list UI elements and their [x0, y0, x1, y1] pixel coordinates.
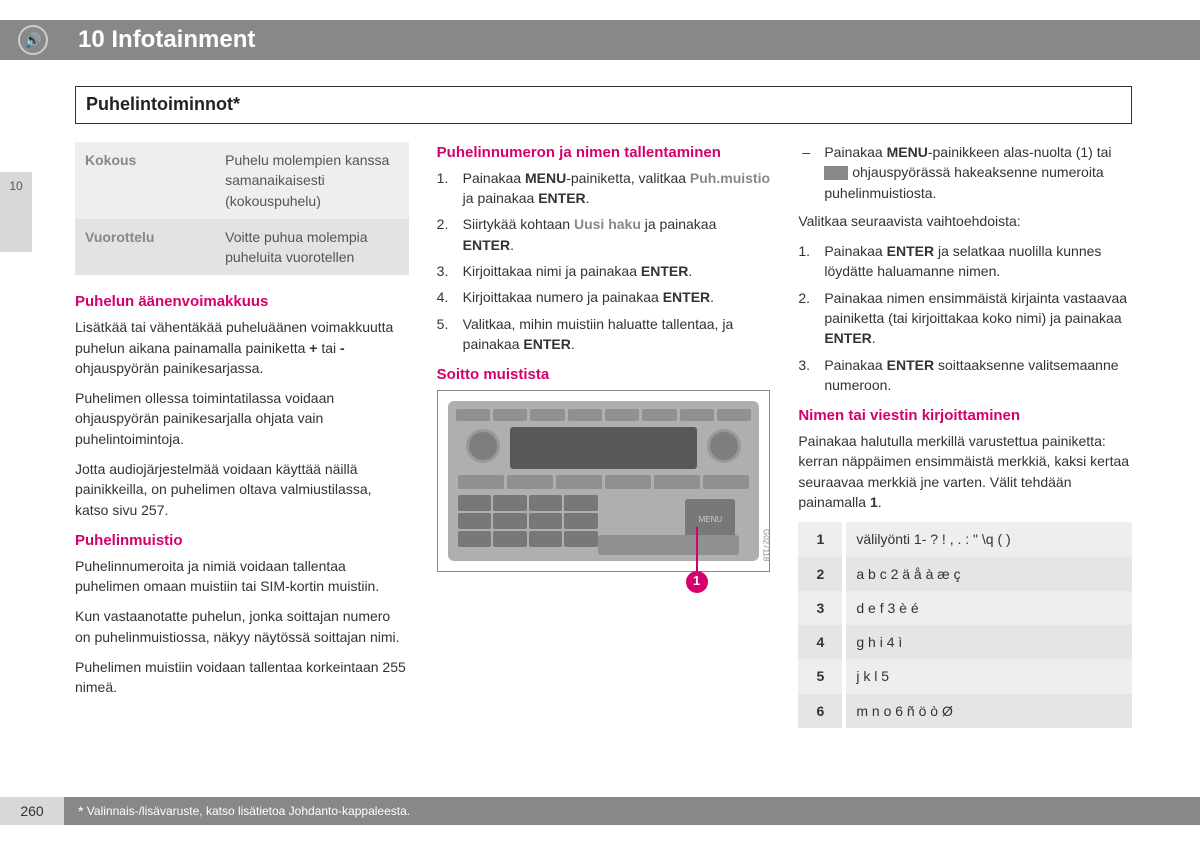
content-columns: KokousPuhelu molempien kanssa samanaikai…: [75, 142, 1132, 782]
steering-wheel-icon: [824, 166, 848, 180]
volume-para-1: Lisätkää tai vähentäkää puheluäänen voim…: [75, 317, 409, 378]
footnote: * Valinnais-/lisävaruste, katso lisätiet…: [78, 801, 410, 821]
list-item: Kirjoittakaa numero ja painakaa ENTER.: [437, 287, 771, 307]
section-title-box: Puhelintoiminnot*: [75, 86, 1132, 124]
table-row: KokousPuhelu molempien kanssa samanaikai…: [75, 142, 409, 219]
chapter-title: 10 Infotainment: [78, 23, 255, 58]
table-row: 2a b c 2 ä å à æ ç: [798, 557, 1132, 591]
speaker-glyph: 🔊: [24, 30, 41, 50]
definition-table: KokousPuhelu molempien kanssa samanaikai…: [75, 142, 409, 275]
volume-para-3: Jotta audiojärjestelmää voidaan käyttää …: [75, 459, 409, 520]
char-value: g h i 4 ì: [844, 625, 1132, 659]
def-term: Vuorottelu: [75, 219, 215, 276]
table-row: 1välilyönti 1- ? ! , . : " \q ( ): [798, 522, 1132, 556]
def-desc: Puhelu molempien kanssa samanaikaisesti …: [215, 142, 409, 219]
radio-unit-illustration: MENU: [448, 401, 760, 561]
asterisk-icon: *: [78, 803, 83, 819]
dash-item-1: Painakaa MENU-painikkeen alas-nuolta (1)…: [798, 142, 1132, 203]
char-value: m n o 6 ñ ö ò Ø: [844, 694, 1132, 728]
char-key: 4: [798, 625, 844, 659]
list-item: Painakaa ENTER soittaaksenne valitsemaan…: [798, 355, 1132, 396]
list-item: Siirtykää kohtaan Uusi haku ja painakaa …: [437, 214, 771, 255]
list-item: Painakaa nimen ensimmäistä kirjainta vas…: [798, 288, 1132, 349]
footer-bar: 260 * Valinnais-/lisävaruste, katso lisä…: [0, 797, 1200, 825]
options-list: Painakaa ENTER ja selatkaa nuolilla kunn…: [798, 241, 1132, 395]
column-1: KokousPuhelu molempien kanssa samanaikai…: [75, 142, 409, 782]
chapter-header: 🔊 10 Infotainment: [0, 20, 1200, 60]
phonebook-para-2: Kun vastaanotatte puhelun, jonka soittaj…: [75, 606, 409, 647]
list-item: Kirjoittakaa nimi ja painakaa ENTER.: [437, 261, 771, 281]
heading-save-number: Puhelinnumeron ja nimen tallentaminen: [437, 142, 771, 164]
char-key: 5: [798, 659, 844, 693]
char-value: välilyönti 1- ? ! , . : " \q ( ): [844, 522, 1132, 556]
speaker-icon: 🔊: [18, 25, 48, 55]
char-value: a b c 2 ä å à æ ç: [844, 557, 1132, 591]
heading-volume: Puhelun äänenvoimakkuus: [75, 291, 409, 313]
list-item: Valitkaa, mihin muistiin haluatte tallen…: [437, 314, 771, 355]
save-number-list: Painakaa MENU-painiketta, valitkaa Puh.m…: [437, 168, 771, 354]
table-row: 5j k l 5: [798, 659, 1132, 693]
dash-list: Painakaa MENU-painikkeen alas-nuolta (1)…: [798, 142, 1132, 203]
phonebook-para-3: Puhelimen muistiin voidaan tallentaa kor…: [75, 657, 409, 698]
def-term: Kokous: [75, 142, 215, 219]
side-tab-number: 10: [9, 178, 22, 195]
phonebook-para-1: Puhelinnumeroita ja nimiä voidaan tallen…: [75, 556, 409, 597]
table-row: 4g h i 4 ì: [798, 625, 1132, 659]
char-key: 1: [798, 522, 844, 556]
heading-write-name: Nimen tai viestin kirjoittaminen: [798, 405, 1132, 427]
radio-figure: MENU 1 G027118: [437, 390, 771, 572]
figure-code: G027118: [760, 529, 772, 561]
column-2: Puhelinnumeron ja nimen tallentaminen Pa…: [437, 142, 771, 782]
section-title: Puhelintoiminnot*: [86, 91, 1121, 117]
side-chapter-tab: 10: [0, 172, 32, 252]
callout-badge-1: 1: [686, 571, 708, 593]
heading-phonebook: Puhelinmuistio: [75, 530, 409, 552]
char-value: j k l 5: [844, 659, 1132, 693]
table-row: VuorotteluVoitte puhua molempia puheluit…: [75, 219, 409, 276]
list-item: Painakaa ENTER ja selatkaa nuolilla kunn…: [798, 241, 1132, 282]
table-row: 3d e f 3 è é: [798, 591, 1132, 625]
write-para: Painakaa halutulla merkillä varustettua …: [798, 431, 1132, 512]
char-key: 3: [798, 591, 844, 625]
options-intro: Valitkaa seuraavista vaihtoehdoista:: [798, 211, 1132, 231]
column-3: Painakaa MENU-painikkeen alas-nuolta (1)…: [798, 142, 1132, 782]
page-number: 260: [0, 797, 64, 825]
heading-dial-memory: Soitto muistista: [437, 364, 771, 386]
char-value: d e f 3 è é: [844, 591, 1132, 625]
character-table: 1välilyönti 1- ? ! , . : " \q ( )2a b c …: [798, 522, 1132, 728]
def-desc: Voitte puhua molempia puheluita vuorotel…: [215, 219, 409, 276]
char-key: 2: [798, 557, 844, 591]
table-row: 6m n o 6 ñ ö ò Ø: [798, 694, 1132, 728]
volume-para-2: Puhelimen ollessa toimintatilassa voidaa…: [75, 388, 409, 449]
callout-line: [696, 527, 698, 575]
list-item: Painakaa MENU-painiketta, valitkaa Puh.m…: [437, 168, 771, 209]
char-key: 6: [798, 694, 844, 728]
